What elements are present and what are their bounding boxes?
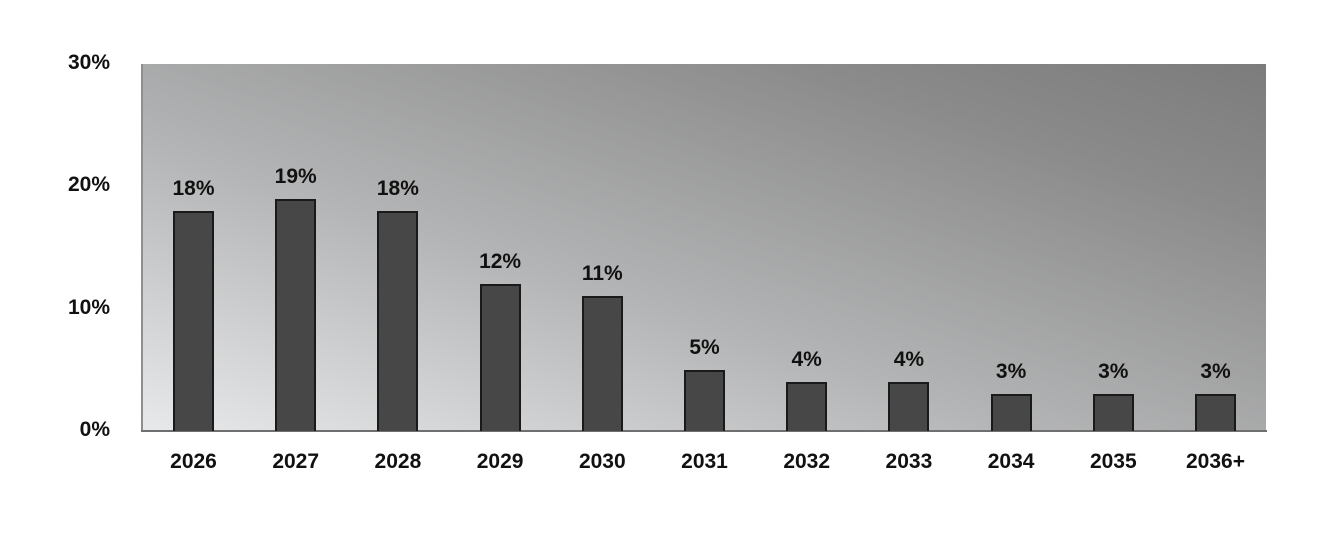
- y-tick-label: 20%: [67, 173, 110, 197]
- value-label: 19%: [274, 164, 317, 188]
- x-tick-label: 2036+: [1186, 450, 1245, 473]
- y-tick-label: 0%: [79, 418, 110, 441]
- value-label: 3%: [995, 360, 1027, 384]
- x-tick-label: 2032: [783, 450, 831, 473]
- bar-2033: [888, 382, 930, 431]
- value-label: 12%: [479, 250, 522, 274]
- bar-2034: [990, 394, 1032, 431]
- bar-2029: [479, 284, 521, 431]
- x-tick-label: 2033: [885, 450, 933, 473]
- y-tick-label: 10%: [67, 295, 110, 319]
- bar-2027: [275, 198, 317, 431]
- x-tick-label: 2026: [170, 450, 217, 473]
- bar-2036+: [1195, 394, 1236, 431]
- x-tick-label: 2034: [987, 450, 1035, 473]
- value-label: 5%: [689, 335, 720, 359]
- bar-2030: [581, 296, 623, 431]
- value-label: 11%: [581, 262, 623, 286]
- value-label: 4%: [791, 348, 822, 372]
- x-tick-label: 2035: [1089, 450, 1137, 473]
- bar-2026: [173, 210, 214, 431]
- bar-2028: [377, 210, 419, 431]
- x-tick-label: 2027: [272, 450, 320, 473]
- value-label: 18%: [172, 176, 215, 200]
- value-label: 18%: [376, 176, 419, 200]
- x-tick-label: 2030: [578, 450, 626, 473]
- value-label: 3%: [1200, 360, 1231, 384]
- x-tick-label: 2028: [374, 450, 422, 473]
- y-tick-label: 30%: [67, 51, 110, 74]
- bar-2031: [684, 369, 725, 431]
- x-tick-label: 2031: [681, 450, 728, 473]
- value-label: 3%: [1098, 360, 1129, 384]
- x-tick-label: 2029: [476, 450, 524, 473]
- bar-2035: [1092, 394, 1134, 431]
- value-label: 4%: [893, 348, 925, 372]
- bar-2032: [786, 382, 828, 431]
- x-axis-line: [141, 430, 1267, 432]
